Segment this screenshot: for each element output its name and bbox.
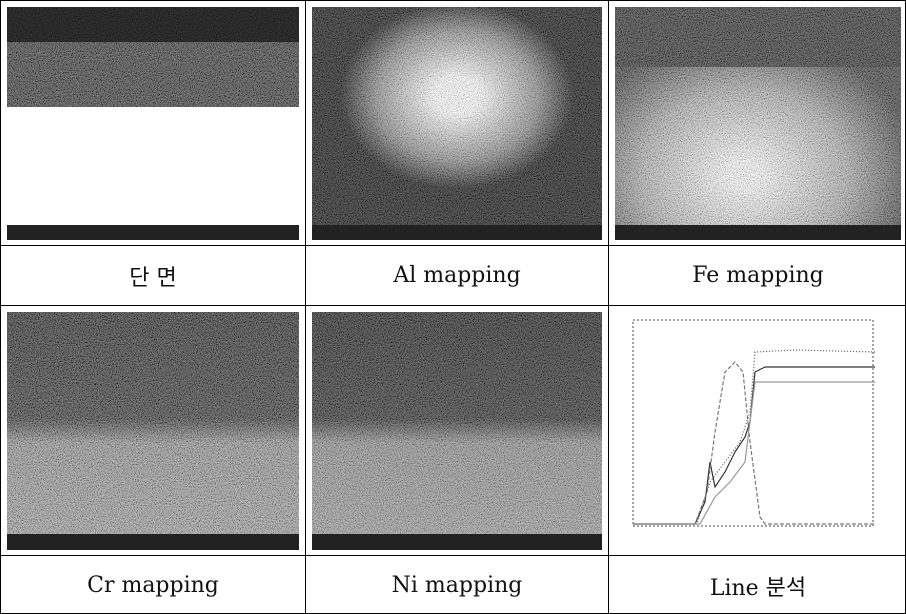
- plot-image: [615, 312, 905, 550]
- micrograph: [7, 7, 299, 240]
- caption: Fe mapping: [609, 246, 905, 306]
- cross-section-image: [1, 1, 306, 246]
- caption: Al mapping: [306, 246, 609, 306]
- caption: 단 면: [1, 246, 306, 306]
- caption: Ni mapping: [306, 556, 609, 613]
- al-mapping-image: [306, 1, 609, 246]
- caption: Cr mapping: [1, 556, 306, 613]
- line-analysis-plot: [609, 306, 905, 556]
- ni-mapping-image: [306, 306, 609, 556]
- micrograph: [615, 7, 901, 240]
- micrograph: [312, 7, 602, 240]
- cr-mapping-image: [1, 306, 306, 556]
- fe-mapping-image: [609, 1, 905, 246]
- micrograph: [312, 312, 602, 550]
- caption: Line 분석: [709, 575, 807, 601]
- micrograph: [7, 312, 299, 550]
